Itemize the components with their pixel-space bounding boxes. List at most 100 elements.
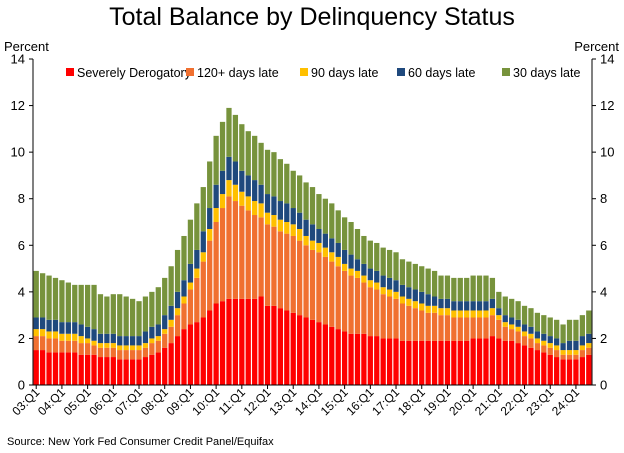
bar-segment-90-days-late — [509, 324, 515, 330]
bar-segment-90-days-late — [348, 268, 354, 276]
bar-segment-severely-derogatory — [194, 322, 200, 385]
bar-segment-120-days-late — [65, 340, 71, 353]
bar-segment-severely-derogatory — [303, 317, 309, 385]
bar-segment-60-days-late — [431, 296, 438, 306]
bar-segment-120-days-late — [412, 308, 418, 341]
bar-segment-60-days-late — [258, 184, 264, 204]
bar-segment-60-days-late — [297, 212, 303, 229]
bar-segment-severely-derogatory — [309, 319, 316, 385]
bar-segment-30-days-late — [264, 149, 271, 195]
bar-segment-120-days-late — [245, 210, 251, 299]
bar-segment-120-days-late — [123, 350, 129, 360]
bar-segment-30-days-late — [65, 282, 71, 323]
bar-segment-60-days-late — [104, 333, 110, 344]
bar-segment-90-days-late — [219, 194, 226, 209]
bar-segment-60-days-late — [489, 298, 496, 309]
x-tick-label: 07:Q1 — [112, 385, 145, 418]
bar-segment-120-days-late — [457, 317, 463, 341]
bar-segment-severely-derogatory — [239, 298, 245, 385]
y-axis-label-left: Percent — [4, 39, 49, 54]
bar-segment-90-days-late — [309, 240, 316, 250]
x-tick-label: 17:Q1 — [369, 385, 402, 418]
bar-segment-severely-derogatory — [335, 329, 341, 385]
bar-segment-90-days-late — [91, 340, 97, 346]
bar-segment-30-days-late — [213, 135, 219, 185]
bar-segment-severely-derogatory — [406, 340, 412, 385]
bar-segment-60-days-late — [110, 333, 116, 344]
bar-segment-30-days-late — [509, 298, 515, 318]
bar-segment-30-days-late — [181, 235, 187, 281]
bar-segment-120-days-late — [162, 333, 168, 348]
bar-segment-120-days-late — [97, 347, 104, 358]
legend-label: 30 days late — [513, 66, 580, 80]
bar-segment-30-days-late — [104, 296, 110, 334]
bar-segment-90-days-late — [52, 331, 59, 339]
bar-segment-90-days-late — [329, 252, 335, 262]
bar-segment-120-days-late — [399, 303, 406, 341]
bar-segment-90-days-late — [46, 331, 52, 339]
bar-segment-severely-derogatory — [207, 310, 213, 385]
bar-segment-60-days-late — [341, 249, 348, 264]
bar-segment-30-days-late — [502, 296, 508, 316]
bar-segment-30-days-late — [232, 114, 239, 162]
bar-segment-severely-derogatory — [290, 312, 296, 385]
bar-segment-severely-derogatory — [329, 326, 335, 385]
bar-segment-90-days-late — [271, 215, 277, 227]
bar-segment-60-days-late — [226, 156, 232, 181]
bar-segment-60-days-late — [91, 329, 97, 341]
bar-segment-30-days-late — [117, 294, 123, 337]
bar-segment-60-days-late — [162, 315, 168, 330]
bar-segment-severely-derogatory — [297, 315, 303, 385]
bar-segment-60-days-late — [78, 324, 84, 337]
bar-segment-60-days-late — [72, 322, 78, 334]
bar-segment-60-days-late — [393, 280, 399, 292]
bar-segment-severely-derogatory — [509, 340, 515, 385]
bar-segment-60-days-late — [316, 228, 322, 243]
bar-segment-120-days-late — [226, 196, 232, 299]
x-tick-label: 22:Q1 — [498, 385, 531, 418]
bar-segment-90-days-late — [521, 331, 528, 337]
bar-segment-120-days-late — [239, 205, 245, 299]
bar-segment-severely-derogatory — [219, 301, 226, 385]
bar-segment-60-days-late — [470, 301, 476, 311]
bar-segment-30-days-late — [258, 142, 264, 185]
bar-segment-severely-derogatory — [149, 354, 155, 385]
bar-segment-90-days-late — [380, 287, 386, 295]
bar-segment-30-days-late — [284, 163, 290, 204]
bar-segment-120-days-late — [194, 277, 200, 323]
bar-segment-60-days-late — [309, 224, 316, 241]
y-tick-label-left: 8 — [18, 191, 25, 206]
bar-segment-120-days-late — [297, 240, 303, 316]
bar-segment-severely-derogatory — [425, 340, 431, 385]
bar-segment-90-days-late — [155, 336, 161, 341]
bar-segment-severely-derogatory — [271, 305, 277, 385]
bar-segment-90-days-late — [33, 329, 39, 337]
bar-segment-30-days-late — [412, 263, 418, 290]
bar-segment-90-days-late — [412, 301, 418, 309]
bar-segment-90-days-late — [232, 184, 239, 202]
bar-segment-severely-derogatory — [136, 359, 142, 385]
bar-segment-severely-derogatory — [367, 336, 373, 385]
bar-segment-30-days-late — [149, 291, 155, 327]
x-tick-label: 03:Q1 — [9, 385, 42, 418]
bar-segment-60-days-late — [348, 254, 354, 269]
bar-segment-severely-derogatory — [33, 350, 39, 385]
bar-segment-120-days-late — [271, 226, 277, 306]
bar-segment-30-days-late — [361, 235, 367, 264]
bar-segment-60-days-late — [123, 336, 129, 346]
bar-segment-90-days-late — [226, 180, 232, 197]
bar-segment-120-days-late — [284, 233, 290, 311]
bar-segment-120-days-late — [444, 315, 451, 341]
bar-segment-30-days-late — [84, 284, 91, 327]
bar-segment-severely-derogatory — [354, 333, 361, 385]
bar-segment-90-days-late — [496, 315, 502, 320]
bar-segment-severely-derogatory — [586, 354, 592, 385]
bar-segment-90-days-late — [476, 310, 483, 318]
bar-segment-30-days-late — [374, 242, 380, 271]
bar-segment-60-days-late — [573, 340, 579, 351]
bar-segment-120-days-late — [348, 275, 354, 334]
bar-segment-90-days-late — [72, 333, 78, 341]
bar-segment-120-days-late — [136, 350, 142, 360]
bar-segment-30-days-late — [367, 240, 373, 269]
y-tick-label-left: 14 — [11, 52, 25, 67]
